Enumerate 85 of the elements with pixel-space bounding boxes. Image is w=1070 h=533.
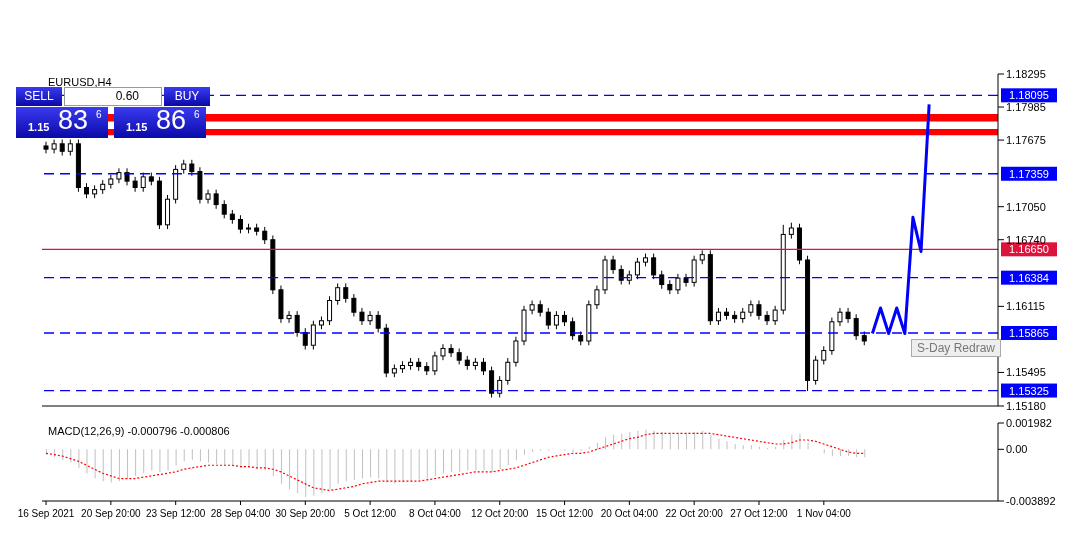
candlestick (683, 273, 689, 288)
candlestick (651, 253, 657, 280)
candlestick (570, 317, 576, 341)
candlestick (610, 255, 616, 275)
ref-line-label: 1.16650 (1009, 243, 1049, 256)
y-tick-label: 0.00 (1006, 443, 1028, 456)
candlestick (489, 366, 495, 398)
candlestick (351, 293, 357, 317)
annotation: 6 (96, 109, 102, 120)
candlestick (529, 299, 535, 315)
annotation: 86 (156, 105, 187, 136)
x-tick-label: 23 Sep 12:00 (145, 508, 206, 519)
candlestick (845, 307, 851, 324)
y-tick-label: 1.18295 (1006, 67, 1046, 80)
annotation: 1.15 (126, 121, 148, 133)
annotation: SELL (16, 87, 62, 106)
candlestick (772, 305, 778, 326)
x-tick-label: 27 Oct 12:00 (730, 508, 789, 519)
x-tick-label: 15 Oct 12:00 (535, 508, 594, 519)
candlestick (237, 214, 243, 234)
candlestick (764, 310, 770, 326)
candlestick (335, 282, 341, 306)
annotation: 83 (58, 105, 89, 136)
candlestick (140, 172, 146, 193)
candlestick (327, 295, 333, 326)
candlestick (756, 299, 762, 321)
candlestick (286, 310, 292, 324)
chart-title: MACD(12,26,9) -0.000796 -0.000806 (48, 425, 230, 437)
x-tick-label: 22 Oct 20:00 (665, 508, 724, 519)
ref-line-label: 1.16384 (1009, 271, 1049, 284)
candlestick (294, 310, 300, 338)
candlestick (594, 285, 600, 310)
x-tick-label: 5 Oct 12:00 (344, 508, 397, 519)
candlestick (691, 255, 697, 288)
candlestick (432, 351, 438, 376)
redraw-button: S-Day Redraw (911, 339, 1002, 357)
candlestick (132, 176, 138, 193)
candlestick (634, 257, 640, 280)
x-tick-label: 28 Sep 04:00 (210, 508, 271, 519)
candlestick (375, 310, 381, 333)
x-tick-label: 20 Oct 04:00 (600, 508, 659, 519)
annotation: 0.60 (64, 87, 162, 106)
chart-title: EURUSD,H4 (48, 76, 112, 88)
candlestick (821, 345, 827, 365)
candlestick (659, 270, 665, 290)
candlestick (813, 355, 819, 386)
candlestick (359, 307, 365, 326)
y-tick-label: -0.003892 (1006, 494, 1056, 507)
candlestick (553, 310, 559, 330)
y-tick-label: 1.17985 (1006, 100, 1046, 113)
candlestick (213, 189, 219, 210)
x-tick-label: 16 Sep 2021 (17, 508, 75, 519)
ref-line-label: 1.17359 (1009, 167, 1049, 180)
candlestick (448, 343, 454, 358)
candlestick (310, 320, 316, 351)
candlestick (853, 313, 859, 341)
candlestick (116, 167, 122, 184)
annotation: 1.15 (28, 121, 50, 133)
ref-line-label: 1.18095 (1009, 89, 1049, 102)
y-tick-label: 1.15180 (1006, 399, 1046, 412)
y-tick-label: 1.15495 (1006, 366, 1046, 379)
candlestick (343, 282, 349, 304)
x-tick-label: 8 Oct 04:00 (409, 508, 462, 519)
candlestick (675, 273, 681, 295)
annotation: BUY (164, 87, 210, 106)
candlestick (43, 141, 49, 154)
x-tick-label: 12 Oct 20:00 (471, 508, 529, 519)
candlestick (221, 199, 227, 219)
candlestick (618, 264, 624, 285)
ref-line-label: 1.15325 (1009, 384, 1049, 397)
candlestick (505, 357, 511, 386)
annotation: 6 (194, 109, 200, 120)
candlestick (545, 307, 551, 330)
candlestick (367, 310, 373, 326)
candlestick (497, 375, 503, 398)
x-tick-label: 30 Sep 20:00 (275, 508, 336, 519)
y-tick-label: 1.16115 (1006, 300, 1045, 313)
x-tick-label: 20 Sep 20:00 (81, 508, 142, 519)
x-tick-label: 1 Nov 04:00 (796, 508, 852, 519)
y-tick-label: 0.001982 (1006, 416, 1052, 429)
y-tick-label: 1.17050 (1006, 200, 1046, 213)
ref-line-label: 1.15865 (1009, 326, 1049, 339)
y-tick-label: 1.17675 (1006, 133, 1046, 146)
candlestick (513, 336, 519, 368)
candlestick (837, 307, 843, 327)
